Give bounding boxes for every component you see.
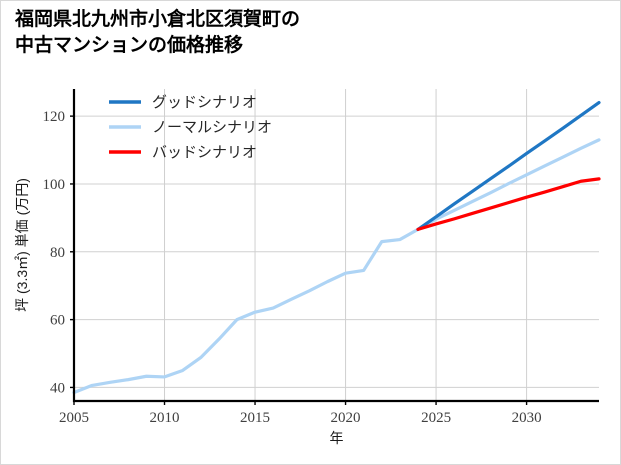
y-tick-label: 60	[50, 313, 65, 329]
x-tick-label: 2005	[59, 410, 89, 426]
x-tick-label: 2015	[240, 410, 270, 426]
legend-label-ノーマルシナリオ: ノーマルシナリオ	[152, 120, 272, 136]
x-tick-label: 2030	[512, 410, 542, 426]
grid-lines	[73, 89, 599, 401]
x-axis-tick-labels: 2005 2010 2015 2020 2025 2030	[59, 401, 542, 426]
x-tick-label: 2020	[331, 410, 361, 426]
y-axis-title: 坪 (3.3㎡) 単価 (万円)	[14, 178, 30, 312]
y-tick-label: 100	[43, 177, 66, 193]
y-axis-tick-labels: 40 60 80 100 120	[43, 109, 74, 396]
legend-label-バッドシナリオ: バッドシナリオ	[152, 145, 257, 161]
x-tick-label: 2010	[150, 410, 180, 426]
y-tick-label: 80	[50, 245, 65, 261]
series-lines	[72, 100, 601, 395]
y-tick-label: 120	[43, 109, 66, 125]
series-line-グッドシナリオ	[416, 100, 601, 231]
x-tick-label: 2025	[421, 410, 451, 426]
x-axis-title: 年	[330, 430, 344, 446]
series-line-バッドシナリオ	[416, 177, 601, 231]
legend-label-グッドシナリオ: グッドシナリオ	[152, 94, 257, 111]
chart-title: 福岡県北九州市小倉北区須賀町の 中古マンションの価格推移	[15, 9, 301, 57]
series-line-ノーマルシナリオ	[72, 138, 601, 395]
y-tick-label: 40	[50, 380, 65, 396]
